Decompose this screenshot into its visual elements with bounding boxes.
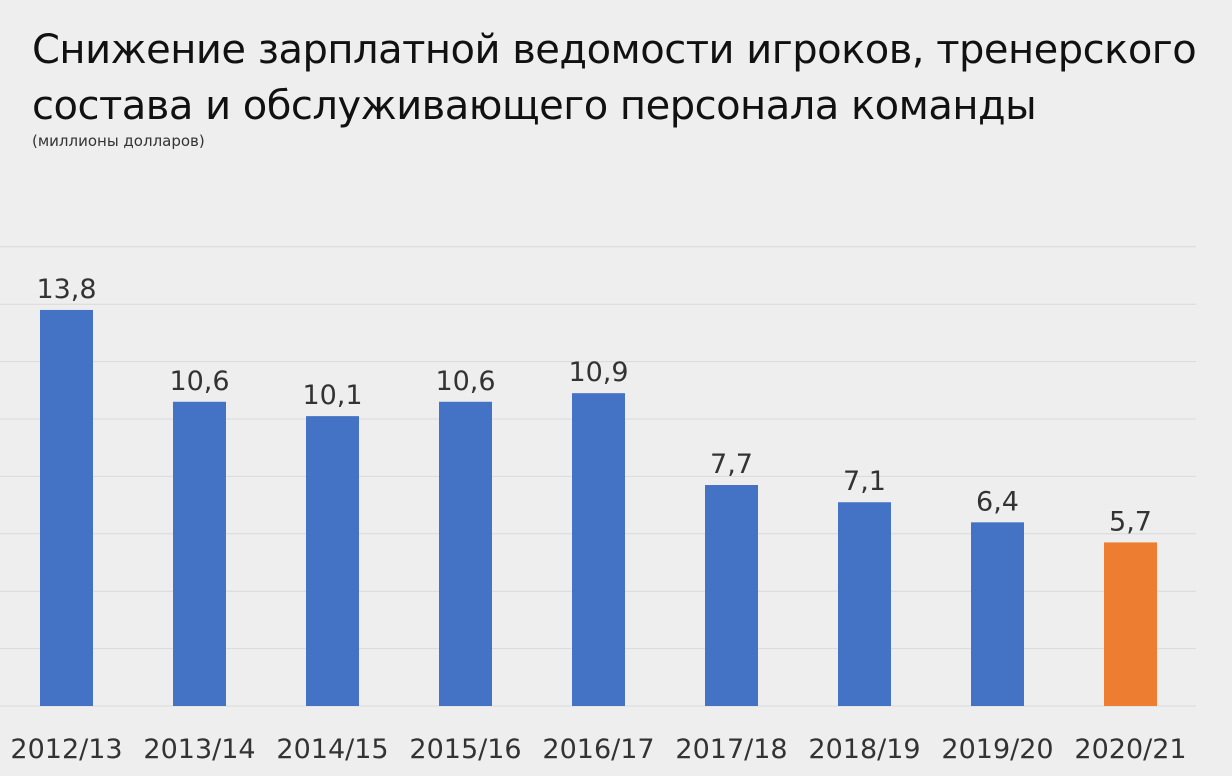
data-label: 7,7: [710, 449, 753, 480]
chart-subtitle: (миллионы долларов): [32, 132, 205, 150]
data-label: 13,8: [36, 274, 96, 305]
chart-title-line-2: состава и обслуживающего персонала коман…: [32, 83, 1037, 129]
x-tick-label: 2016/17: [542, 734, 654, 765]
x-tick-label: 2017/18: [675, 734, 787, 765]
x-tick-label: 2018/19: [808, 734, 920, 765]
x-tick-label: 2019/20: [941, 734, 1053, 765]
x-tick-label: 2014/15: [276, 734, 388, 765]
bar: [838, 502, 891, 706]
bar: [971, 522, 1024, 706]
x-tick-label: 2012/13: [10, 734, 122, 765]
data-label: 6,4: [976, 486, 1019, 517]
x-tick-label: 2013/14: [143, 734, 255, 765]
data-label: 7,1: [843, 466, 886, 497]
bar: [1104, 542, 1157, 706]
x-tick-label: 2015/16: [409, 734, 521, 765]
data-label: 5,7: [1109, 506, 1152, 537]
chart-title-line-1: Снижение зарплатной ведомости игроков, т…: [32, 27, 1197, 73]
data-label: 10,1: [302, 380, 362, 411]
x-tick-label: 2020/21: [1074, 734, 1186, 765]
bar: [173, 401, 226, 706]
bar: [572, 393, 625, 706]
bar: [439, 401, 492, 706]
data-label: 10,9: [568, 357, 628, 388]
bar: [40, 309, 93, 706]
bar: [306, 416, 359, 706]
data-label: 10,6: [435, 366, 495, 397]
chart-title: Снижение зарплатной ведомости игроков, т…: [32, 22, 1212, 134]
bar: [705, 485, 758, 706]
data-label: 10,6: [169, 366, 229, 397]
